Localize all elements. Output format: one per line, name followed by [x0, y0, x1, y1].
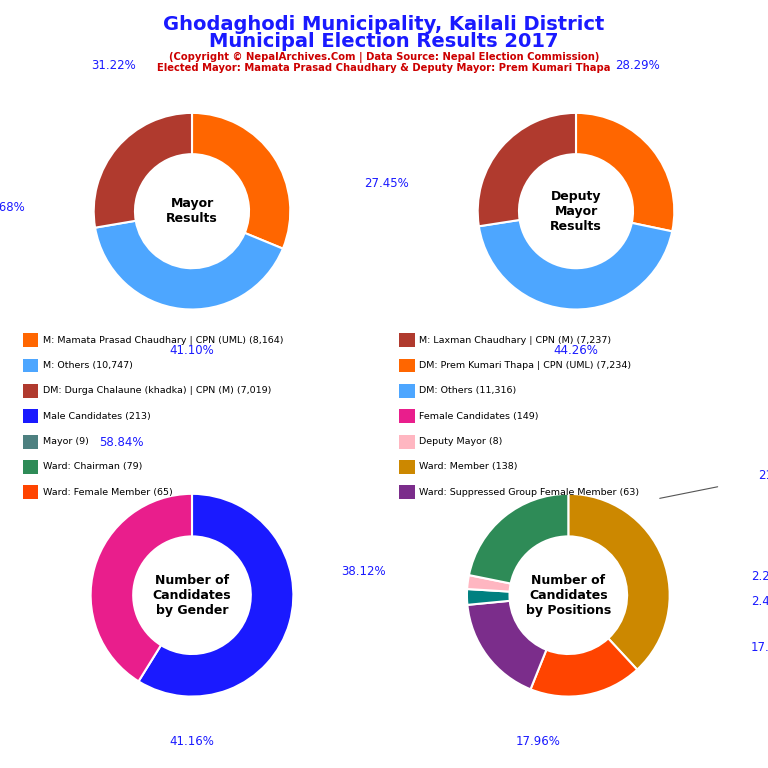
Wedge shape	[467, 575, 511, 591]
Text: Mayor
Results: Mayor Results	[166, 197, 218, 225]
Text: 2.49%: 2.49%	[751, 595, 768, 608]
Text: 38.12%: 38.12%	[341, 565, 386, 578]
Text: M: Laxman Chaudhary | CPN (M) (7,237): M: Laxman Chaudhary | CPN (M) (7,237)	[419, 336, 611, 345]
Text: M: Others (10,747): M: Others (10,747)	[43, 361, 133, 370]
Text: 21.82%: 21.82%	[758, 468, 768, 482]
Text: 17.40%: 17.40%	[751, 641, 768, 654]
Wedge shape	[568, 494, 670, 670]
Text: Male Candidates (213): Male Candidates (213)	[43, 412, 151, 421]
Wedge shape	[138, 494, 293, 697]
Text: Mayor (9): Mayor (9)	[43, 437, 89, 446]
Text: Municipal Election Results 2017: Municipal Election Results 2017	[209, 32, 559, 51]
Text: Number of
Candidates
by Positions: Number of Candidates by Positions	[525, 574, 611, 617]
Wedge shape	[531, 638, 637, 697]
Text: Ward: Suppressed Group Female Member (63): Ward: Suppressed Group Female Member (63…	[419, 488, 640, 497]
Text: 58.84%: 58.84%	[99, 435, 144, 449]
Text: DM: Others (11,316): DM: Others (11,316)	[419, 386, 517, 396]
Text: 17.96%: 17.96%	[515, 735, 561, 748]
Wedge shape	[94, 113, 192, 227]
Text: 31.22%: 31.22%	[91, 58, 136, 71]
Text: Ward: Female Member (65): Ward: Female Member (65)	[43, 488, 173, 497]
Text: DM: Prem Kumari Thapa | CPN (UML) (7,234): DM: Prem Kumari Thapa | CPN (UML) (7,234…	[419, 361, 631, 370]
Text: 41.16%: 41.16%	[170, 735, 214, 748]
Text: Deputy Mayor (8): Deputy Mayor (8)	[419, 437, 503, 446]
Text: 2.21%: 2.21%	[751, 570, 768, 583]
Text: Elected Mayor: Mamata Prasad Chaudhary & Deputy Mayor: Prem Kumari Thapa: Elected Mayor: Mamata Prasad Chaudhary &…	[157, 63, 611, 73]
Text: Number of
Candidates
by Gender: Number of Candidates by Gender	[153, 574, 231, 617]
Text: DM: Durga Chalaune (khadka) | CPN (M) (7,019): DM: Durga Chalaune (khadka) | CPN (M) (7…	[43, 386, 271, 396]
Text: Ghodaghodi Municipality, Kailali District: Ghodaghodi Municipality, Kailali Distric…	[164, 15, 604, 35]
Wedge shape	[478, 113, 576, 227]
Wedge shape	[91, 494, 192, 681]
Text: 27.45%: 27.45%	[364, 177, 409, 190]
Text: Deputy
Mayor
Results: Deputy Mayor Results	[550, 190, 602, 233]
Wedge shape	[467, 589, 510, 605]
Text: 41.10%: 41.10%	[170, 344, 214, 357]
Wedge shape	[469, 494, 568, 584]
Text: 27.68%: 27.68%	[0, 201, 25, 214]
Wedge shape	[468, 601, 546, 689]
Text: Ward: Member (138): Ward: Member (138)	[419, 462, 518, 472]
Text: M: Mamata Prasad Chaudhary | CPN (UML) (8,164): M: Mamata Prasad Chaudhary | CPN (UML) (…	[43, 336, 283, 345]
Wedge shape	[95, 220, 283, 310]
Text: (Copyright © NepalArchives.Com | Data Source: Nepal Election Commission): (Copyright © NepalArchives.Com | Data So…	[169, 51, 599, 62]
Text: Ward: Chairman (79): Ward: Chairman (79)	[43, 462, 142, 472]
Text: 44.26%: 44.26%	[554, 344, 598, 357]
Wedge shape	[576, 113, 674, 231]
Text: 28.29%: 28.29%	[615, 58, 660, 71]
Text: Female Candidates (149): Female Candidates (149)	[419, 412, 539, 421]
Wedge shape	[192, 113, 290, 249]
Wedge shape	[479, 220, 672, 310]
